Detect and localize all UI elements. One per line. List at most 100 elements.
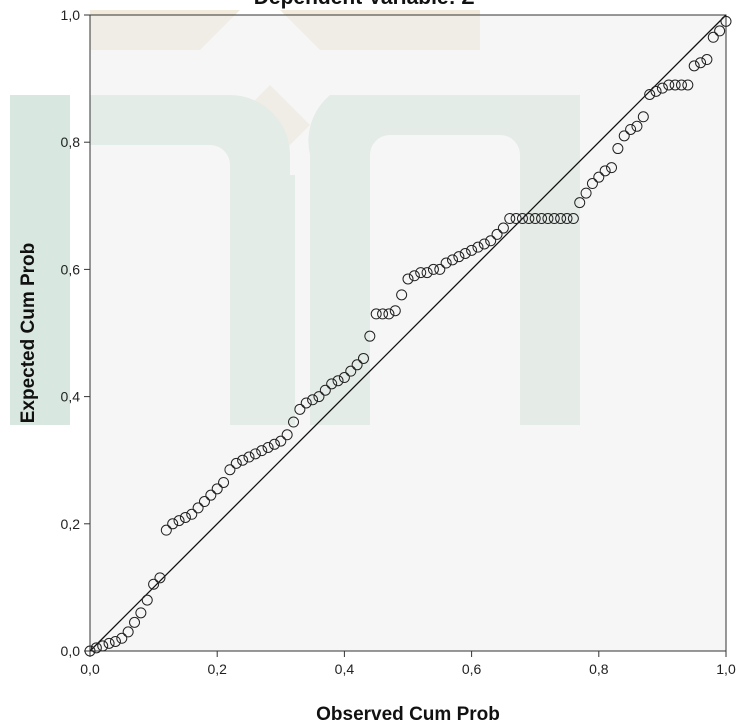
- x-tick-5: 1,0: [716, 651, 736, 677]
- y-tick-label: 0,0: [61, 643, 81, 659]
- data-point: [586, 178, 598, 190]
- y-tick-label: 0,2: [61, 516, 81, 532]
- data-point: [135, 607, 147, 619]
- data-point: [402, 273, 414, 285]
- x-tick-label: 0,0: [80, 661, 100, 677]
- data-point: [599, 165, 611, 177]
- data-point: [262, 441, 274, 453]
- data-point: [485, 235, 497, 247]
- y-tick-0: 0,0: [61, 643, 90, 659]
- x-tick-0: 0,0: [80, 651, 100, 677]
- data-point: [606, 162, 618, 174]
- data-point: [357, 352, 369, 364]
- data-point: [440, 257, 452, 269]
- data-point: [447, 254, 459, 266]
- data-point: [459, 248, 471, 259]
- data-point: [192, 502, 204, 514]
- data-point: [326, 378, 338, 390]
- data-point: [555, 213, 567, 225]
- data-point: [580, 187, 592, 199]
- data-point: [319, 384, 331, 396]
- data-point: [345, 365, 357, 377]
- data-point: [237, 454, 249, 466]
- data-point: [650, 85, 662, 97]
- data-point: [669, 79, 681, 91]
- data-point: [720, 15, 732, 27]
- x-axis: 0,0 0,2 0,4 0,6 0,8 1,0: [80, 651, 736, 677]
- x-tick-label: 0,6: [462, 661, 482, 677]
- data-point: [116, 632, 128, 644]
- data-point: [389, 305, 401, 317]
- data-point: [307, 394, 319, 406]
- data-point: [548, 213, 560, 225]
- data-point: [510, 213, 522, 225]
- data-point: [300, 397, 312, 409]
- data-point: [275, 435, 287, 447]
- data-point: [396, 289, 408, 301]
- data-point: [675, 79, 687, 91]
- data-point: [122, 626, 134, 638]
- x-tick-1: 0,2: [207, 651, 227, 677]
- data-point: [516, 213, 528, 225]
- data-point: [351, 359, 363, 371]
- data-point: [243, 451, 255, 463]
- data-point: [186, 508, 198, 520]
- data-point: [179, 511, 191, 523]
- data-point: [663, 79, 675, 91]
- data-point: [383, 308, 395, 320]
- data-point: [415, 267, 427, 279]
- data-point: [377, 308, 389, 320]
- x-tick-label: 0,2: [207, 661, 227, 677]
- y-tick-2: 0,4: [61, 389, 90, 405]
- data-point: [167, 518, 179, 530]
- x-tick-3: 0,6: [462, 651, 482, 677]
- data-point: [268, 438, 280, 450]
- data-point: [97, 640, 109, 652]
- data-point: [656, 82, 668, 94]
- data-point: [109, 635, 121, 647]
- data-point: [536, 213, 548, 225]
- data-point: [332, 375, 344, 387]
- y-axis-title: Expected Cum Prob: [18, 243, 39, 424]
- y-axis: 0,0 0,2 0,4 0,6 0,8 1,0: [61, 7, 90, 659]
- data-point: [230, 457, 242, 469]
- y-tick-1: 0,2: [61, 516, 90, 532]
- data-point: [504, 213, 516, 225]
- data-point: [421, 267, 433, 279]
- data-point: [478, 238, 490, 250]
- chart-title: Dependent Variable: Z: [254, 0, 475, 9]
- data-points: [84, 15, 732, 657]
- data-point: [434, 263, 446, 275]
- y-tick-3: 0,6: [61, 261, 90, 277]
- data-point: [637, 111, 649, 123]
- data-point: [148, 578, 160, 590]
- data-point: [370, 308, 382, 320]
- data-point: [574, 197, 586, 209]
- data-point: [313, 391, 325, 403]
- data-point: [281, 429, 293, 441]
- data-point: [288, 416, 300, 428]
- data-point: [529, 213, 541, 225]
- data-point: [688, 60, 700, 72]
- data-point: [625, 123, 637, 135]
- y-tick-label: 0,8: [61, 134, 81, 150]
- reference-line: [89, 14, 727, 652]
- data-point: [695, 57, 707, 69]
- data-point: [682, 79, 694, 91]
- data-point: [198, 496, 210, 508]
- data-point: [224, 464, 236, 476]
- data-point: [129, 616, 141, 628]
- data-point: [160, 524, 172, 536]
- data-point: [173, 515, 185, 527]
- data-point: [567, 213, 579, 225]
- data-point: [612, 143, 624, 155]
- data-point: [427, 263, 439, 275]
- data-point: [523, 213, 535, 225]
- x-tick-label: 0,8: [589, 661, 609, 677]
- data-point: [205, 489, 217, 501]
- data-point: [631, 120, 643, 132]
- data-point: [466, 244, 478, 256]
- data-point: [561, 213, 573, 225]
- x-tick-label: 1,0: [716, 661, 736, 677]
